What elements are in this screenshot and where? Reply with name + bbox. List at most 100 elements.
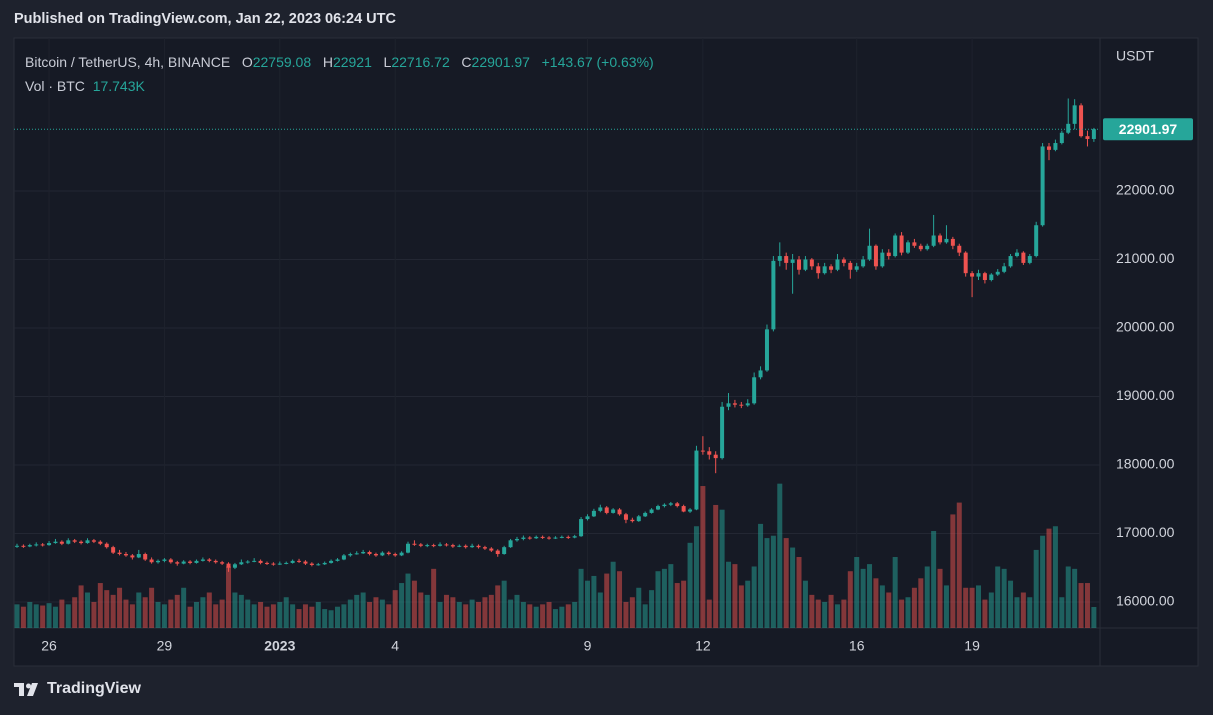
candle-body xyxy=(1066,123,1071,133)
volume-bar xyxy=(277,601,283,628)
volume-bar xyxy=(168,599,174,628)
volume-bar xyxy=(72,597,78,628)
volume-bar xyxy=(770,535,776,628)
volume-bar xyxy=(264,606,270,628)
candle-body xyxy=(502,547,507,555)
volume-bar xyxy=(623,601,629,628)
volume-bar xyxy=(200,597,206,628)
candle-body xyxy=(399,552,404,556)
volume-bar xyxy=(1059,597,1065,628)
volume-bar xyxy=(123,599,129,628)
candle-body xyxy=(482,547,487,549)
candle-body xyxy=(547,537,552,539)
volume-bar xyxy=(1084,583,1090,628)
volume-bar xyxy=(1065,566,1071,628)
volume-bar xyxy=(488,594,494,628)
axes: 16000.00 17000.00 18000.00 19000.00 20000.00… xyxy=(14,118,1193,654)
volume-bar xyxy=(841,599,847,628)
candle-body xyxy=(316,564,321,566)
candle-body xyxy=(322,562,327,565)
volume-bar xyxy=(232,592,238,628)
volume-bar xyxy=(270,604,276,628)
volume-bar xyxy=(681,580,687,628)
x-tick-label: 26 xyxy=(41,638,57,654)
low-value: 22716.72 xyxy=(391,54,450,70)
ohlc-letter: C xyxy=(461,54,472,70)
volume-bar xyxy=(181,587,187,628)
candle-body xyxy=(720,406,725,459)
volume-bar xyxy=(501,580,507,628)
ohlc-letter: L xyxy=(383,54,392,70)
volume-bar xyxy=(206,592,212,628)
candle-body xyxy=(175,562,180,564)
volume-bar xyxy=(142,597,148,628)
volume-bar xyxy=(790,547,796,628)
candle-body xyxy=(309,563,314,565)
volume-bar xyxy=(668,564,674,628)
volume-bar xyxy=(655,571,661,628)
legend: Bitcoin / TetherUS, 4h, BINANCE O22759.0… xyxy=(25,50,654,98)
volume-bar xyxy=(97,583,103,628)
candle-body xyxy=(220,562,225,564)
volume-bar xyxy=(1001,568,1007,628)
candle-body xyxy=(803,259,808,270)
candle-body xyxy=(245,561,250,563)
candle-body xyxy=(207,559,212,561)
volume-bar xyxy=(1027,597,1033,628)
candle-body xyxy=(752,377,757,404)
legend-row: Bitcoin / TetherUS, 4h, BINANCE O22759.0… xyxy=(25,50,654,74)
candle-body xyxy=(290,560,295,563)
volume-bar xyxy=(117,587,123,628)
candle-body xyxy=(431,545,436,547)
volume-bar xyxy=(796,557,802,628)
currency-label: USDT xyxy=(1116,48,1155,64)
volume-bar xyxy=(315,601,321,628)
candle-body xyxy=(854,266,859,270)
candle-body xyxy=(98,541,103,544)
candle-body xyxy=(771,260,776,330)
candle-body xyxy=(91,540,96,542)
y-tick-label: 20000.00 xyxy=(1116,319,1175,335)
close-value: 22901.97 xyxy=(471,54,530,70)
volume-value: 17.743K xyxy=(92,78,145,94)
candle-body xyxy=(905,242,910,253)
candle-body xyxy=(508,540,513,548)
volume-bar xyxy=(1046,528,1052,628)
volume-bar xyxy=(629,597,635,628)
candle-body xyxy=(393,554,398,556)
volume-bar xyxy=(847,571,853,628)
candle-body xyxy=(995,271,1000,275)
candle-body xyxy=(200,559,205,561)
volume-bar xyxy=(956,502,962,628)
volume-bar xyxy=(1014,597,1020,628)
candle-body xyxy=(925,245,930,250)
candle-body xyxy=(15,545,19,547)
y-tick-label: 18000.00 xyxy=(1116,456,1175,472)
volume-bar xyxy=(347,599,353,628)
candle-body xyxy=(1008,256,1013,267)
candle-body xyxy=(181,561,186,564)
candle-body xyxy=(656,506,660,510)
candle-body xyxy=(341,555,346,560)
candle-body xyxy=(764,329,769,371)
volume-bar xyxy=(335,606,340,628)
volume-bar xyxy=(418,592,424,628)
candle-body xyxy=(848,262,853,270)
candle-body xyxy=(790,259,795,263)
candle-body xyxy=(649,509,654,513)
volume-bar xyxy=(91,601,97,628)
volume-bar xyxy=(405,573,411,628)
candle-body xyxy=(822,266,827,274)
candle-body xyxy=(264,562,269,564)
volume-bar xyxy=(251,604,257,628)
candle-body xyxy=(72,540,77,542)
volume-bar xyxy=(379,599,385,628)
volume-bar xyxy=(360,592,366,628)
candle-body xyxy=(162,559,167,561)
candle-body xyxy=(168,559,173,563)
high-value: 22921 xyxy=(332,54,372,70)
candle-body xyxy=(21,545,26,547)
candle-body xyxy=(784,256,789,263)
x-tick-label: 19 xyxy=(964,638,980,654)
volume-bar xyxy=(155,601,161,628)
